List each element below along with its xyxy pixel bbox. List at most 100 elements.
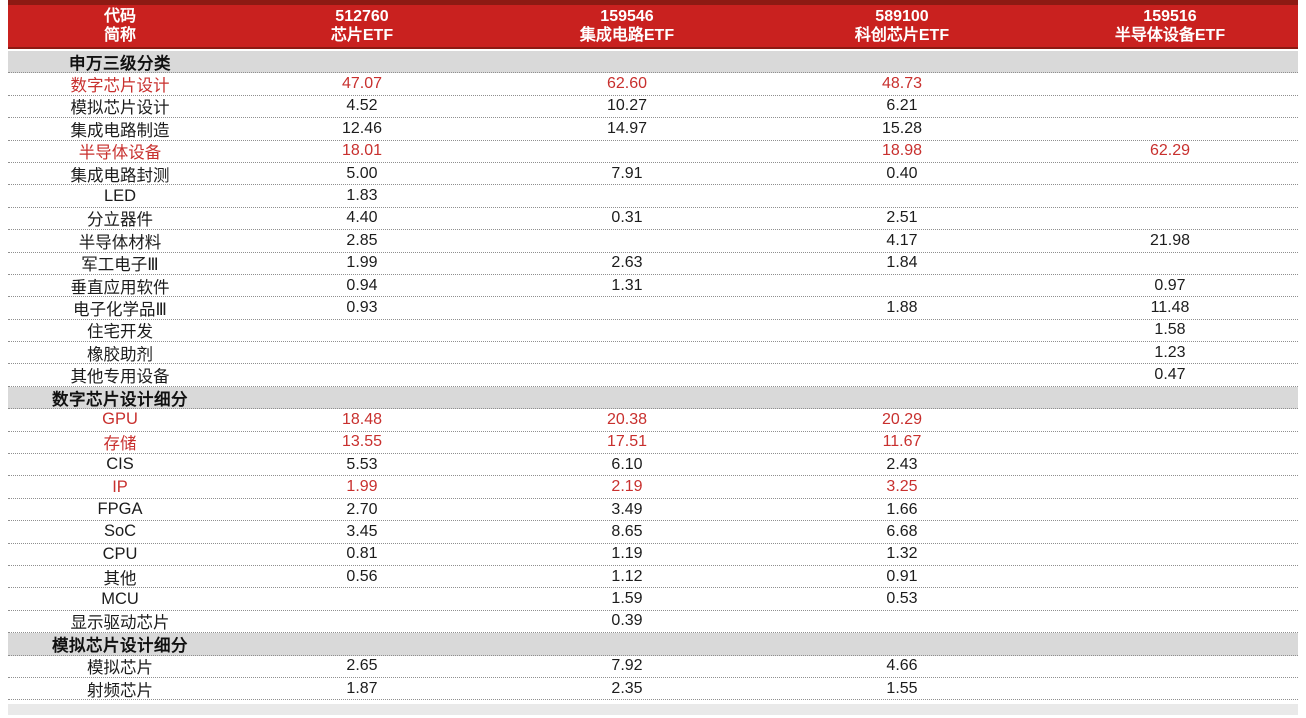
value-cell: 0.39 (611, 612, 643, 630)
row-label: CIS (106, 455, 134, 474)
value-cell: 1.87 (346, 679, 378, 697)
etf-comparison-table: 代码 简称 512760 芯片ETF 159546 集成电路ETF 589100 科创芯片ET… (8, 0, 1298, 716)
value-cell: 2.85 (346, 231, 378, 249)
value-cell: 2.63 (611, 254, 643, 272)
table-row: 射频芯片 1.87 2.35 1.55 (8, 677, 1298, 701)
table-row: 军工电子Ⅲ 1.99 2.63 1.84 (8, 252, 1298, 275)
table-row: 电子化学品Ⅲ 0.93 1.88 11.48 (8, 297, 1298, 320)
row-label: 半导体材料 (78, 233, 162, 252)
header-code: 159546 (600, 8, 654, 25)
row-label: MCU (101, 589, 139, 608)
header-etf-column: 512760 芯片ETF (232, 5, 492, 47)
value-cell: 1.23 (1154, 343, 1186, 361)
value-cell: 18.01 (341, 142, 383, 160)
value-cell: 4.17 (886, 231, 918, 249)
value-cell: 12.46 (341, 119, 383, 137)
table-row: MCU 1.59 0.53 (8, 588, 1298, 611)
header-etf-column: 159546 集成电路ETF (492, 5, 762, 47)
value-cell: 18.48 (341, 410, 383, 428)
value-cell: 62.29 (1149, 142, 1191, 160)
value-cell: 10.27 (606, 97, 648, 115)
row-label: 分立器件 (87, 211, 153, 230)
header-name: 科创芯片ETF (854, 27, 950, 44)
value-cell: 4.66 (886, 657, 918, 675)
row-label: 集成电路封测 (70, 166, 170, 185)
value-cell: 2.19 (611, 478, 643, 496)
header-etf-column: 589100 科创芯片ETF (762, 5, 1042, 47)
row-label: LED (103, 186, 137, 205)
row-label: IP (112, 477, 128, 496)
table-row: CIS 5.53 6.10 2.43 (8, 454, 1298, 477)
value-cell: 0.91 (886, 567, 918, 585)
value-cell: 7.91 (611, 164, 643, 182)
table-row: SoC 3.45 8.65 6.68 (8, 521, 1298, 544)
value-cell: 1.32 (886, 545, 918, 563)
row-label: 半导体设备 (78, 144, 162, 163)
value-cell: 2.43 (886, 455, 918, 473)
row-label: 军工电子Ⅲ (81, 256, 159, 275)
value-cell: 47.07 (341, 75, 383, 93)
value-cell: 21.98 (1149, 231, 1191, 249)
table-row: 分立器件 4.40 0.31 2.51 (8, 207, 1298, 231)
header-name: 集成电路ETF (579, 27, 675, 44)
value-cell: 3.25 (886, 478, 918, 496)
table-row: IP 1.99 2.19 3.25 (8, 476, 1298, 499)
value-cell: 1.99 (346, 478, 378, 496)
value-cell: 48.73 (881, 75, 923, 93)
row-label: 存储 (103, 435, 137, 454)
value-cell: 17.51 (606, 433, 648, 451)
value-cell: 5.53 (346, 455, 378, 473)
header-code: 512760 (335, 8, 389, 25)
value-cell: 14.97 (606, 119, 648, 137)
row-label: 其他专用设备 (70, 368, 170, 387)
table-row: CPU 0.81 1.19 1.32 (8, 543, 1298, 566)
table-row: 橡胶助剂 1.23 (8, 342, 1298, 365)
row-label: 其他 (103, 569, 137, 588)
value-cell: 1.88 (886, 298, 918, 316)
value-cell: 3.45 (346, 522, 378, 540)
value-cell: 3.49 (611, 500, 643, 518)
header-code: 159516 (1143, 8, 1197, 25)
header-code: 589100 (875, 8, 929, 25)
table-row: 半导体材料 2.85 4.17 21.98 (8, 230, 1298, 253)
row-label: GPU (102, 410, 138, 429)
table-header: 代码 简称 512760 芯片ETF 159546 集成电路ETF 589100 科创芯片ET… (8, 0, 1298, 49)
row-label: 显示驱动芯片 (70, 614, 170, 633)
table-row: 模拟芯片 2.65 7.92 4.66 (8, 655, 1298, 678)
row-label: SoC (103, 522, 137, 541)
row-label: 住宅开发 (87, 323, 153, 342)
header-name: 半导体设备ETF (1114, 27, 1226, 44)
value-cell: 11.67 (882, 433, 922, 451)
header-label-column: 代码 简称 (8, 5, 232, 47)
value-cell: 1.99 (346, 254, 378, 272)
table-row: 集成电路封测 5.00 7.91 0.40 (8, 162, 1298, 186)
value-cell: 1.12 (611, 567, 643, 585)
value-cell: 2.51 (886, 209, 918, 227)
value-cell: 1.66 (886, 500, 918, 518)
table-row: FPGA 2.70 3.49 1.66 (8, 498, 1298, 522)
section-label: 数字芯片设计细分 (52, 390, 188, 409)
table-row: 半导体设备 18.01 18.98 62.29 (8, 140, 1298, 163)
value-cell: 1.55 (886, 679, 918, 697)
header-name: 芯片ETF (330, 27, 394, 44)
value-cell: 7.92 (611, 657, 643, 675)
table-row: 其他 0.56 1.12 0.91 (8, 565, 1298, 589)
value-cell: 4.52 (346, 97, 378, 115)
value-cell: 2.35 (611, 679, 643, 697)
value-cell: 1.83 (346, 187, 378, 205)
table-row: LED 1.83 (8, 185, 1298, 208)
value-cell: 0.31 (611, 209, 643, 227)
section-label: 申万三级分类 (69, 54, 171, 73)
value-cell: 0.53 (886, 590, 918, 608)
value-cell: 1.84 (886, 254, 918, 272)
table-row: 存储 13.55 17.51 11.67 (8, 431, 1298, 455)
table-row: 集成电路制造 12.46 14.97 15.28 (8, 118, 1298, 141)
value-cell: 5.00 (346, 164, 378, 182)
row-label: 垂直应用软件 (70, 278, 170, 297)
value-cell: 1.58 (1154, 321, 1186, 339)
table-row: 数字芯片设计 47.07 62.60 48.73 (8, 73, 1298, 96)
bottom-strip (8, 704, 1298, 716)
value-cell: 0.97 (1154, 276, 1186, 294)
value-cell: 11.48 (1150, 298, 1190, 316)
